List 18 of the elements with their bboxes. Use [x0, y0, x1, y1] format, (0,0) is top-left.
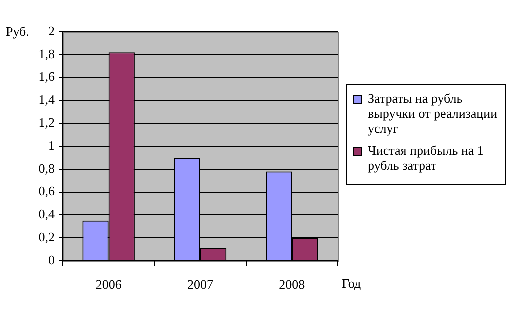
legend-label: Чистая прибыль на 1 рубль затрат [368, 143, 485, 173]
y-tick-label: 1,2 [38, 115, 55, 130]
y-tick-label: 0,8 [38, 160, 55, 176]
y-tick-label: 2 [48, 23, 55, 38]
y-axis-title: Руб. [6, 24, 30, 40]
y-tick-label: 0,2 [38, 230, 55, 245]
x-tick-label: 2006 [96, 277, 122, 292]
y-tick-label: 0 [48, 252, 55, 268]
legend-label: Затраты на рубль выручки от реализации услуг [368, 91, 499, 136]
y-tick-label: 0,4 [38, 206, 56, 222]
y-tick-label: 1,8 [38, 46, 55, 62]
y-tick-label: 1,4 [38, 92, 56, 108]
y-tick-label: 1 [48, 138, 55, 153]
x-axis-title: Год [342, 276, 362, 292]
x-tick-label: 2007 [188, 277, 214, 292]
y-tick-label: 0,6 [38, 184, 56, 199]
y-tick-label: 1,6 [38, 69, 56, 84]
x-tick-label: 2008 [279, 277, 306, 292]
